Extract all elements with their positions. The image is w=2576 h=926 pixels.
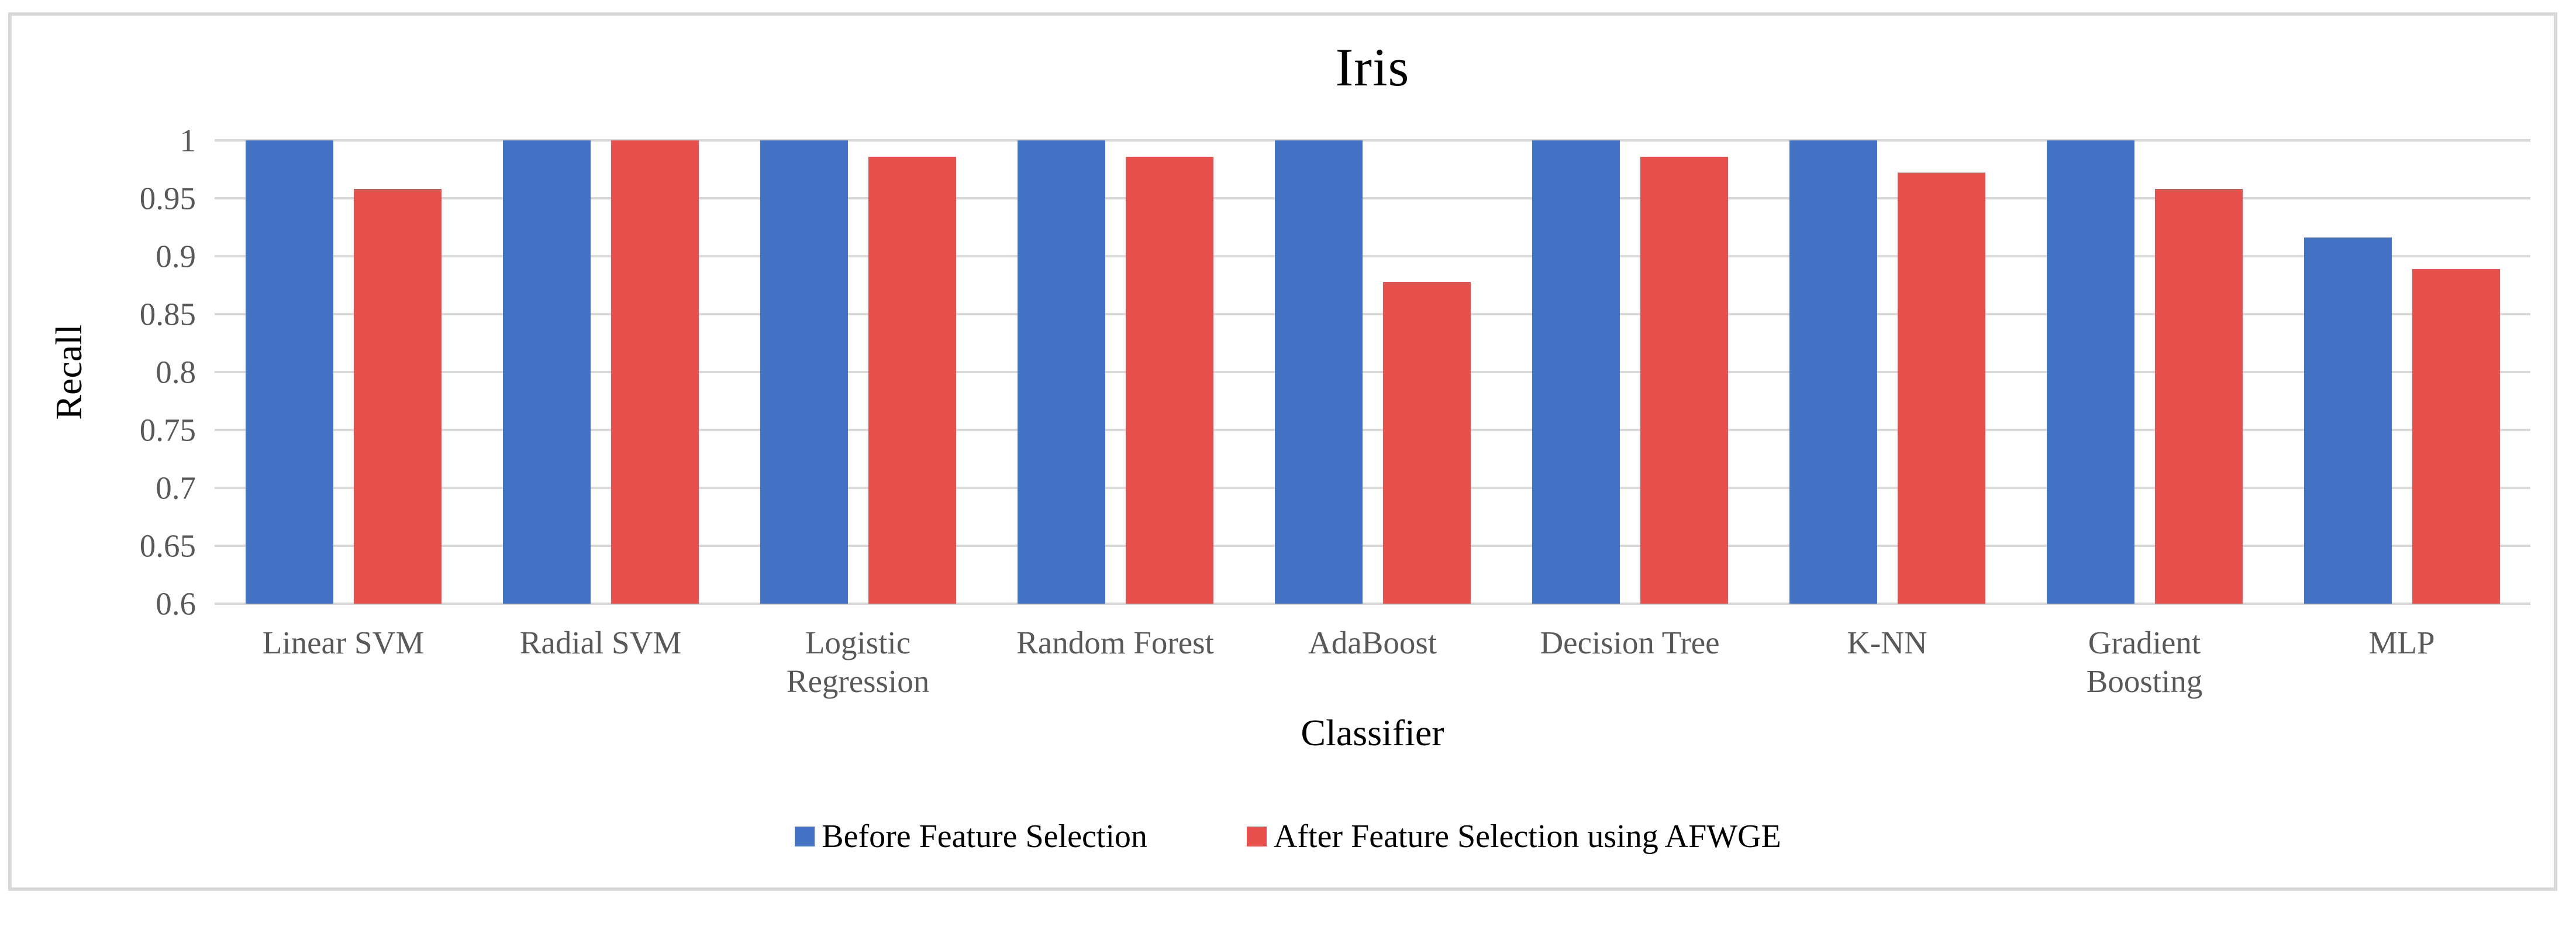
legend-marker-after [1246,827,1267,846]
bar-logistic-regression-before [760,140,848,604]
bar-logistic-regression-after [868,156,956,604]
x-tick-label-mlp: MLP [2368,625,2435,660]
bar-decision-tree-before [1532,140,1620,604]
gridline [215,197,2530,199]
bar-mlp-after [2412,268,2500,604]
gridline [215,429,2530,431]
gridline [215,487,2530,489]
legend-marker-before [795,827,815,846]
y-tick-label-0.9: 0.9 [156,238,196,274]
legend-item-before: Before Feature Selection [795,819,1147,854]
x-tick-label-adaboost: AdaBoost [1308,625,1437,660]
y-tick-label-1: 1 [180,122,196,159]
y-tick-label-0.6: 0.6 [156,586,196,622]
gridline [215,313,2530,315]
legend-label-before: Before Feature Selection [822,818,1147,855]
legend-item-after: After Feature Selection using AFWGE [1246,818,1781,855]
gridline [215,255,2530,257]
y-tick-label-0.75: 0.75 [139,412,196,448]
y-tick-label-0.65: 0.65 [139,528,196,564]
plot-area [215,139,2530,605]
x-tick-label-decision-tree: Decision Tree [1540,625,1720,660]
chart-title: Iris [1335,37,1410,97]
bar-decision-tree-after [1640,156,1728,604]
bar-random-forest-before [1017,140,1105,604]
x-tick-label-linear-svm: Linear SVM [262,625,425,660]
bar-linear-svm-before [245,140,333,604]
gridline [215,371,2530,373]
bar-mlp-before [2303,237,2392,604]
legend: Before Feature Selection After Feature Se… [0,819,2576,854]
bar-adaboost-after [1382,281,1471,604]
bar-random-forest-after [1125,156,1213,604]
bar-gradient-boosting-after [2154,189,2243,604]
bar-k-nn-after [1897,173,1985,604]
x-axis-line [215,603,2530,605]
x-tick-label-random-forest: Random Forest [1016,625,1214,660]
bar-adaboost-before [1274,140,1363,604]
y-tick-label-0.85: 0.85 [139,296,196,332]
x-tick-label-radial-svm: Radial SVM [519,625,682,660]
bar-k-nn-before [1789,140,1877,604]
bar-linear-svm-after [353,189,442,604]
y-tick-label-0.8: 0.8 [156,354,196,390]
y-tick-label-0.95: 0.95 [139,180,196,216]
y-tick-label-0.7: 0.7 [156,470,196,506]
bar-radial-svm-before [502,140,591,604]
legend-label-after: After Feature Selection using AFWGE [1273,818,1781,855]
x-tick-label-logistic-regression: Logistic Regression [786,625,930,699]
bar-radial-svm-after [611,140,699,604]
x-tick-label-k-nn: K-NN [1847,625,1927,660]
gridline [215,545,2530,547]
gridline [215,139,2530,142]
x-axis-title: Classifier [1301,712,1444,753]
x-tick-label-gradient-boosting: Gradient Boosting [2086,625,2203,699]
bar-gradient-boosting-before [2046,140,2134,604]
